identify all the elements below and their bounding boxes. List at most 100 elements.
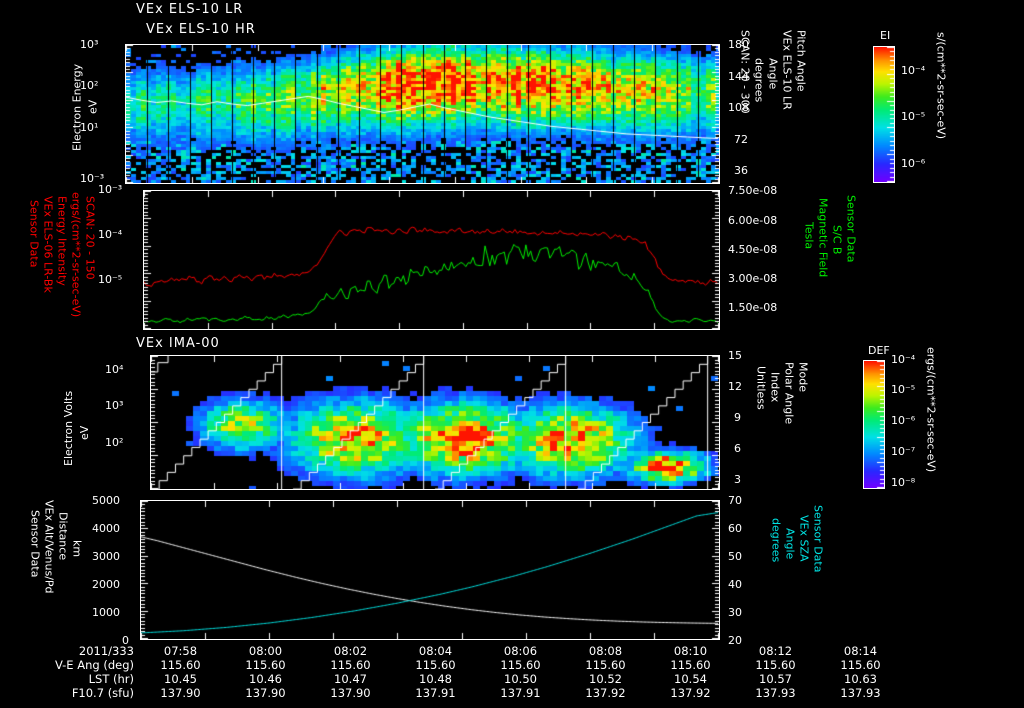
table-cell: 115.60 — [160, 658, 201, 672]
panel4-rtick-3: 40 — [728, 578, 742, 591]
panel2-right-label-2: S/C B — [830, 225, 844, 255]
table-cell: 08:06 — [503, 644, 538, 658]
panel1-ytick-0: 10³ — [80, 38, 99, 51]
panel2-left-label-1: Sensor Data — [27, 200, 41, 268]
panel4-ytick-3: 2000 — [92, 578, 120, 591]
panel2-rtick-1: 6.00e-08 — [728, 214, 778, 227]
panel4-rtick-2: 50 — [728, 550, 742, 563]
panel1-right-axis-label-4: degrees — [752, 58, 766, 103]
table-cell: 137.92 — [585, 686, 626, 700]
table-row: V-E Ang (deg) 115.60 115.60 115.60 115.60 115… — [10, 658, 903, 672]
table-cell: 08:12 — [758, 644, 793, 658]
table-cell: 137.91 — [415, 686, 456, 700]
table-row: LST (hr) 10.45 10.46 10.47 10.48 10.50 10.52 10… — [10, 672, 903, 686]
panel3-left-axis-unit: eV — [78, 425, 91, 441]
table-row-header: V-E Ang (deg) — [54, 658, 134, 672]
panel1-rtick-1: 144 — [728, 70, 749, 83]
panel3-ytick-0: 10⁴ — [105, 363, 124, 376]
panel1-title-2: VEx ELS-10 HR — [146, 22, 256, 37]
panel4-plot-area — [140, 500, 720, 640]
panel2-rtick-4: 1.50e-08 — [728, 301, 778, 314]
panel3-right-label-1: Mode — [796, 362, 810, 392]
table-cell: 08:04 — [418, 644, 453, 658]
table-cell: 10.50 — [504, 672, 537, 686]
panel2-left-label-5: SCAN: 20 - 150 — [83, 196, 97, 280]
table-cell: 115.60 — [585, 658, 626, 672]
table-cell: 137.90 — [330, 686, 371, 700]
panel3-plot-area — [150, 355, 720, 490]
colorbar1-name: EI — [880, 29, 891, 42]
panel1-ytick-3: 10⁻³ — [80, 172, 105, 185]
table-row-header: F10.7 (sfu) — [71, 686, 134, 700]
panel3-rtick-2: 9 — [734, 411, 741, 424]
panel2-left-label-4: ergs/(cm**2-sr-sec-eV) — [69, 192, 83, 318]
panel1-ytick-2: 10¹ — [80, 121, 99, 134]
table-cell: 137.90 — [245, 686, 286, 700]
colorbar2-tick-3: 10⁻⁷ — [891, 445, 916, 458]
colorbar2-tick-0: 10⁻⁴ — [891, 353, 916, 366]
panel2-left-label-2: VEx ELS-06 LR-Bk — [41, 196, 55, 293]
els-spectrogram-canvas — [126, 45, 719, 183]
panel2-plot-area — [143, 190, 720, 330]
colorbar1-tick-1: 10⁻⁵ — [901, 110, 926, 123]
panel2-rtick-0: 7.50e-08 — [728, 184, 778, 197]
table-cell: 115.60 — [755, 658, 796, 672]
table-cell: 10.47 — [334, 672, 367, 686]
colorbar1 — [873, 46, 895, 183]
panel4-ytick-2: 3000 — [92, 550, 120, 563]
panel1-plot-area — [125, 44, 720, 184]
table-cell: 115.60 — [245, 658, 286, 672]
panel3-rtick-3: 6 — [734, 442, 741, 455]
table-cell: 137.91 — [500, 686, 541, 700]
panel4-rtick-5: 20 — [728, 634, 742, 647]
panel1-right-axis-label-3: Angle — [766, 58, 780, 90]
panel1-ytick-1: 10² — [80, 79, 99, 92]
panel3-left-axis-label: Electron Volts — [62, 390, 75, 466]
panel1-title-1: VEx ELS-10 LR — [136, 2, 244, 17]
table-row: F10.7 (sfu) 137.90 137.90 137.90 137.91 137.9… — [10, 686, 903, 700]
panel1-right-axis-label-5: SCAN: 20 - 300 — [738, 30, 752, 114]
panel2-rtick-3: 3.00e-08 — [728, 272, 778, 285]
colorbar1-tick-2: 10⁻⁶ — [901, 157, 926, 170]
table-cell: 115.60 — [670, 658, 711, 672]
panel4-left-label-1: Sensor Data — [28, 510, 42, 578]
table-cell: 10.45 — [164, 672, 197, 686]
colorbar1-tick-0: 10⁻⁴ — [901, 64, 926, 77]
table-cell: 10.63 — [844, 672, 877, 686]
table-cell: 137.93 — [755, 686, 796, 700]
panel2-rtick-2: 4.50e-08 — [728, 243, 778, 256]
table-row-header: 2011/333 — [78, 644, 134, 658]
panel2-right-label-4: Tesla — [802, 222, 816, 250]
table-cell: 07:58 — [163, 644, 198, 658]
colorbar1-canvas — [874, 47, 894, 182]
panel3-right-label-3: Index — [768, 372, 782, 403]
panel2-ytick-0: 10⁻³ — [98, 183, 123, 196]
panel3-title: VEx IMA-00 — [136, 336, 220, 351]
altitude-sza-canvas — [141, 501, 719, 639]
table-cell: 10.52 — [589, 672, 622, 686]
panel4-ytick-1: 4000 — [92, 522, 120, 535]
colorbar2-canvas — [864, 361, 884, 488]
panel1-rtick-4: 36 — [734, 164, 748, 177]
panel4-left-label-4: km — [70, 540, 84, 558]
colorbar1-unit: s/(cm**2-sr-sec-eV) — [934, 32, 948, 140]
panel4-ytick-5: 0 — [122, 634, 129, 647]
ima-spectrogram-canvas — [151, 356, 719, 489]
panel1-rtick-2: 108 — [728, 101, 749, 114]
panel3-rtick-4: 3 — [734, 473, 741, 486]
panel3-right-label-4: Unitless — [754, 366, 768, 410]
table-cell: 115.60 — [330, 658, 371, 672]
colorbar2 — [863, 360, 885, 489]
colorbar2-tick-4: 10⁻⁸ — [891, 476, 916, 489]
panel3-rtick-1: 12 — [728, 380, 742, 393]
colorbar2-unit: ergs/(cm**2-sr-sec-eV) — [924, 347, 938, 473]
panel1-rtick-0: 180 — [728, 38, 749, 51]
panel4-rtick-1: 60 — [728, 522, 742, 535]
panel1-rtick-3: 72 — [734, 133, 748, 146]
panel3-ytick-1: 10³ — [105, 399, 124, 412]
table-cell: 137.92 — [670, 686, 711, 700]
table-cell: 08:02 — [333, 644, 368, 658]
table-cell: 10.46 — [249, 672, 282, 686]
table-cell: 08:10 — [673, 644, 708, 658]
